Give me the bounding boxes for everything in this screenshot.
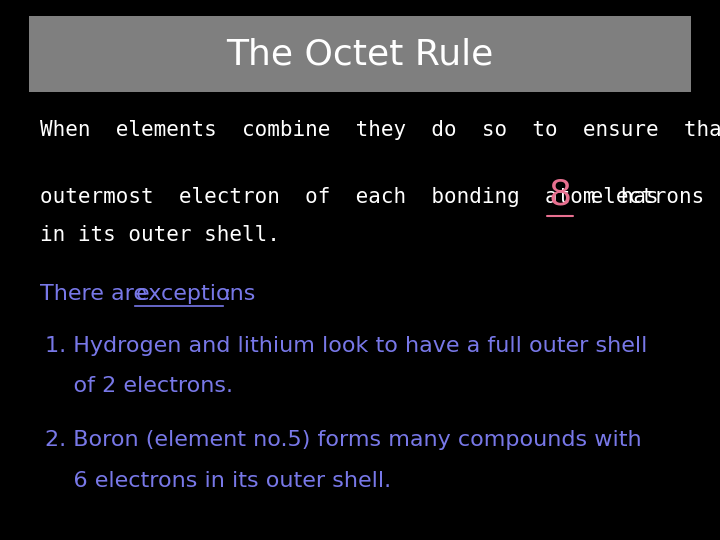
- Text: When  elements  combine  they  do  so  to  ensure  that  the: When elements combine they do so to ensu…: [40, 119, 720, 140]
- Text: electrons: electrons: [578, 187, 704, 207]
- Text: outermost  electron  of  each  bonding  atom  has: outermost electron of each bonding atom …: [40, 187, 671, 207]
- Text: There are: There are: [40, 284, 154, 305]
- Text: :: :: [223, 284, 230, 305]
- Text: 1. Hydrogen and lithium look to have a full outer shell: 1. Hydrogen and lithium look to have a f…: [45, 335, 648, 356]
- Text: 6 electrons in its outer shell.: 6 electrons in its outer shell.: [45, 470, 392, 491]
- Text: The Octet Rule: The Octet Rule: [226, 37, 494, 71]
- Text: of 2 electrons.: of 2 electrons.: [45, 376, 233, 396]
- Bar: [29, 16, 691, 92]
- Text: in its outer shell.: in its outer shell.: [40, 225, 279, 245]
- Text: 8: 8: [549, 178, 572, 211]
- Text: 2. Boron (element no.5) forms many compounds with: 2. Boron (element no.5) forms many compo…: [45, 430, 642, 450]
- Text: exceptions: exceptions: [135, 284, 256, 305]
